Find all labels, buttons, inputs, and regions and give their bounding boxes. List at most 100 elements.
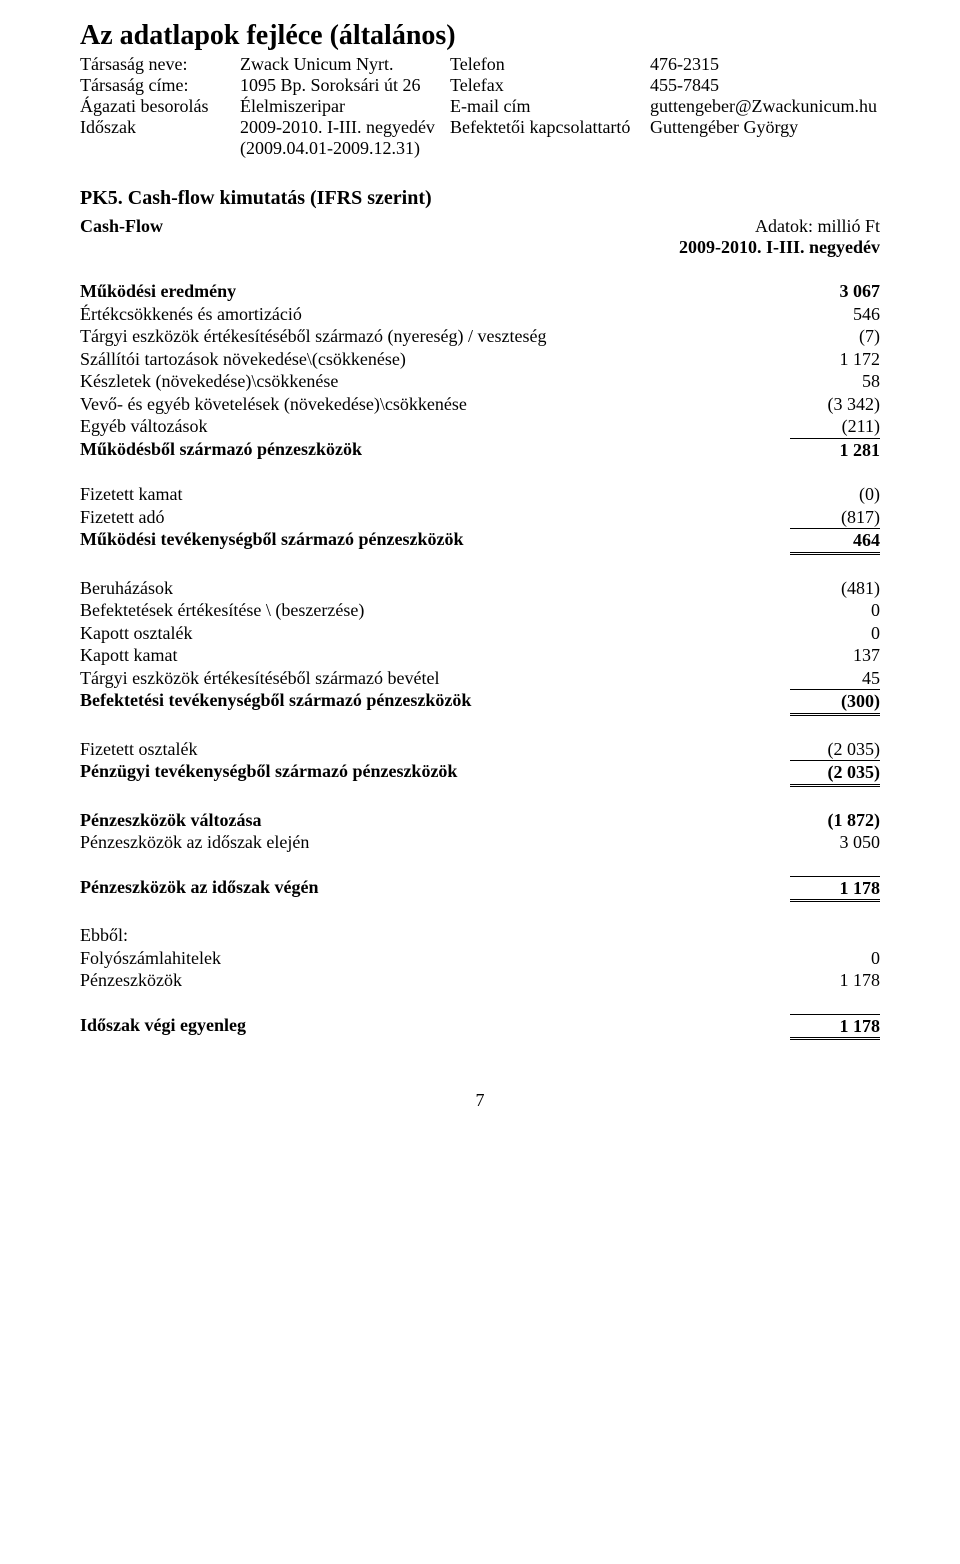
fin-label: Egyéb változások bbox=[80, 415, 790, 438]
fin-value: 1 178 bbox=[790, 1014, 880, 1041]
fin-row: Pénzeszközök az időszak elején3 050 bbox=[80, 831, 880, 854]
cashflow-right: Adatok: millió Ft 2009-2010. I-III. negy… bbox=[679, 216, 880, 258]
fin-value: (2 035) bbox=[790, 738, 880, 761]
fin-value: (300) bbox=[790, 689, 880, 716]
fin-block: Pénzeszközök változása(1 872)Pénzeszközö… bbox=[80, 809, 880, 854]
fin-row: Működési tevékenységből származó pénzesz… bbox=[80, 528, 880, 555]
fin-label: Fizetett osztalék bbox=[80, 738, 790, 761]
header-cell: Guttengéber György bbox=[650, 117, 880, 138]
fin-row: Tárgyi eszközök értékesítéséből származó… bbox=[80, 325, 880, 348]
fin-value: (481) bbox=[790, 577, 880, 600]
fin-label: Időszak végi egyenleg bbox=[80, 1014, 790, 1041]
page: Az adatlapok fejléce (általános) Társasá… bbox=[0, 0, 960, 1564]
fin-value: (1 872) bbox=[790, 809, 880, 832]
fin-value: 137 bbox=[790, 644, 880, 667]
fin-block: Ebből:Folyószámlahitelek0Pénzeszközök1 1… bbox=[80, 924, 880, 992]
fin-block: Beruházások(481)Befektetések értékesítés… bbox=[80, 577, 880, 716]
period-label: 2009-2010. I-III. negyedév bbox=[679, 237, 880, 257]
fin-block: Működési eredmény3 067Értékcsökkenés és … bbox=[80, 280, 880, 461]
header-cell: Időszak bbox=[80, 117, 240, 138]
header-row: (2009.04.01-2009.12.31) bbox=[80, 138, 880, 159]
fin-row: Pénzeszközök változása(1 872) bbox=[80, 809, 880, 832]
fin-block: Időszak végi egyenleg1 178 bbox=[80, 1014, 880, 1041]
header-cell: guttengeber@Zwackunicum.hu bbox=[650, 96, 880, 117]
fin-row: Egyéb változások(211) bbox=[80, 415, 880, 438]
fin-block: Pénzeszközök az időszak végén1 178 bbox=[80, 876, 880, 903]
header-cell: 1095 Bp. Soroksári út 26 bbox=[240, 75, 440, 96]
fin-row: Ebből: bbox=[80, 924, 880, 947]
fin-row: Működésből származó pénzeszközök1 281 bbox=[80, 438, 880, 462]
fin-row: Működési eredmény3 067 bbox=[80, 280, 880, 303]
section-title: PK5. Cash-flow kimutatás (IFRS szerint) bbox=[80, 187, 880, 210]
fin-row: Szállítói tartozások növekedése\(csökken… bbox=[80, 348, 880, 371]
fin-row: Fizetett adó(817) bbox=[80, 506, 880, 529]
fin-value: 0 bbox=[790, 947, 880, 970]
fin-label: Értékcsökkenés és amortizáció bbox=[80, 303, 790, 326]
fin-label: Készletek (növekedése)\csökkenése bbox=[80, 370, 790, 393]
fin-value: 546 bbox=[790, 303, 880, 326]
fin-label: Szállítói tartozások növekedése\(csökken… bbox=[80, 348, 790, 371]
cashflow-header: Cash-Flow Adatok: millió Ft 2009-2010. I… bbox=[80, 216, 880, 258]
fin-row: Folyószámlahitelek0 bbox=[80, 947, 880, 970]
fin-row: Kapott kamat137 bbox=[80, 644, 880, 667]
header-cell: Élelmiszeripar bbox=[240, 96, 440, 117]
fin-label: Pénzeszközök az időszak elején bbox=[80, 831, 790, 854]
fin-row: Készletek (növekedése)\csökkenése58 bbox=[80, 370, 880, 393]
header-title: Az adatlapok fejléce (általános) bbox=[80, 20, 880, 52]
header-cell: 455-7845 bbox=[650, 75, 880, 96]
fin-value: 464 bbox=[790, 528, 880, 555]
fin-value: (2 035) bbox=[790, 760, 880, 787]
fin-label: Pénzügyi tevékenységből származó pénzesz… bbox=[80, 760, 790, 787]
unit-label: Adatok: millió Ft bbox=[679, 216, 880, 237]
fin-block: Fizetett kamat(0)Fizetett adó(817)Működé… bbox=[80, 483, 880, 555]
fin-value: 1 281 bbox=[790, 438, 880, 462]
fin-label: Ebből: bbox=[80, 924, 790, 947]
header-cell: (2009.04.01-2009.12.31) bbox=[240, 138, 440, 159]
fin-value: (0) bbox=[790, 483, 880, 506]
header-cell: E-mail cím bbox=[440, 96, 650, 117]
fin-label: Működési eredmény bbox=[80, 280, 790, 303]
fin-value: 3 067 bbox=[790, 280, 880, 303]
fin-value: (7) bbox=[790, 325, 880, 348]
fin-label: Pénzeszközök változása bbox=[80, 809, 790, 832]
fin-label: Vevő- és egyéb követelések (növekedése)\… bbox=[80, 393, 790, 416]
header-cell: Zwack Unicum Nyrt. bbox=[240, 54, 440, 75]
header-cell: Társaság címe: bbox=[80, 75, 240, 96]
fin-row: Fizetett kamat(0) bbox=[80, 483, 880, 506]
fin-label: Kapott osztalék bbox=[80, 622, 790, 645]
header-cell: Telefon bbox=[440, 54, 650, 75]
fin-label: Működésből származó pénzeszközök bbox=[80, 438, 790, 462]
fin-row: Befektetések értékesítése \ (beszerzése)… bbox=[80, 599, 880, 622]
fin-label: Kapott kamat bbox=[80, 644, 790, 667]
fin-value: (817) bbox=[790, 506, 880, 529]
fin-row: Beruházások(481) bbox=[80, 577, 880, 600]
header-table: Társaság neve:Zwack Unicum Nyrt.Telefon4… bbox=[80, 54, 880, 159]
header-cell: Ágazati besorolás bbox=[80, 96, 240, 117]
fin-label: Pénzeszközök az időszak végén bbox=[80, 876, 790, 903]
fin-value: 3 050 bbox=[790, 831, 880, 854]
fin-row: Kapott osztalék0 bbox=[80, 622, 880, 645]
fin-value: 1 172 bbox=[790, 348, 880, 371]
header-cell: 476-2315 bbox=[650, 54, 880, 75]
fin-row: Pénzeszközök az időszak végén1 178 bbox=[80, 876, 880, 903]
fin-row: Értékcsökkenés és amortizáció546 bbox=[80, 303, 880, 326]
header-cell: Társaság neve: bbox=[80, 54, 240, 75]
fin-value: 58 bbox=[790, 370, 880, 393]
header-cell bbox=[80, 138, 240, 159]
fin-row: Időszak végi egyenleg1 178 bbox=[80, 1014, 880, 1041]
header-row: Társaság neve:Zwack Unicum Nyrt.Telefon4… bbox=[80, 54, 880, 75]
header-row: Ágazati besorolásÉlelmiszeriparE-mail cí… bbox=[80, 96, 880, 117]
fin-label: Pénzeszközök bbox=[80, 969, 790, 992]
page-number: 7 bbox=[80, 1090, 880, 1111]
fin-label: Folyószámlahitelek bbox=[80, 947, 790, 970]
fin-label: Fizetett kamat bbox=[80, 483, 790, 506]
fin-value: (211) bbox=[790, 415, 880, 438]
fin-label: Tárgyi eszközök értékesítéséből származó… bbox=[80, 325, 790, 348]
fin-value: 45 bbox=[790, 667, 880, 690]
fin-value bbox=[790, 924, 880, 947]
header-row: Időszak2009-2010. I-III. negyedévBefekte… bbox=[80, 117, 880, 138]
fin-label: Tárgyi eszközök értékesítéséből származó… bbox=[80, 667, 790, 690]
cashflow-label: Cash-Flow bbox=[80, 216, 163, 237]
fin-row: Tárgyi eszközök értékesítéséből származó… bbox=[80, 667, 880, 690]
fin-label: Működési tevékenységből származó pénzesz… bbox=[80, 528, 790, 555]
